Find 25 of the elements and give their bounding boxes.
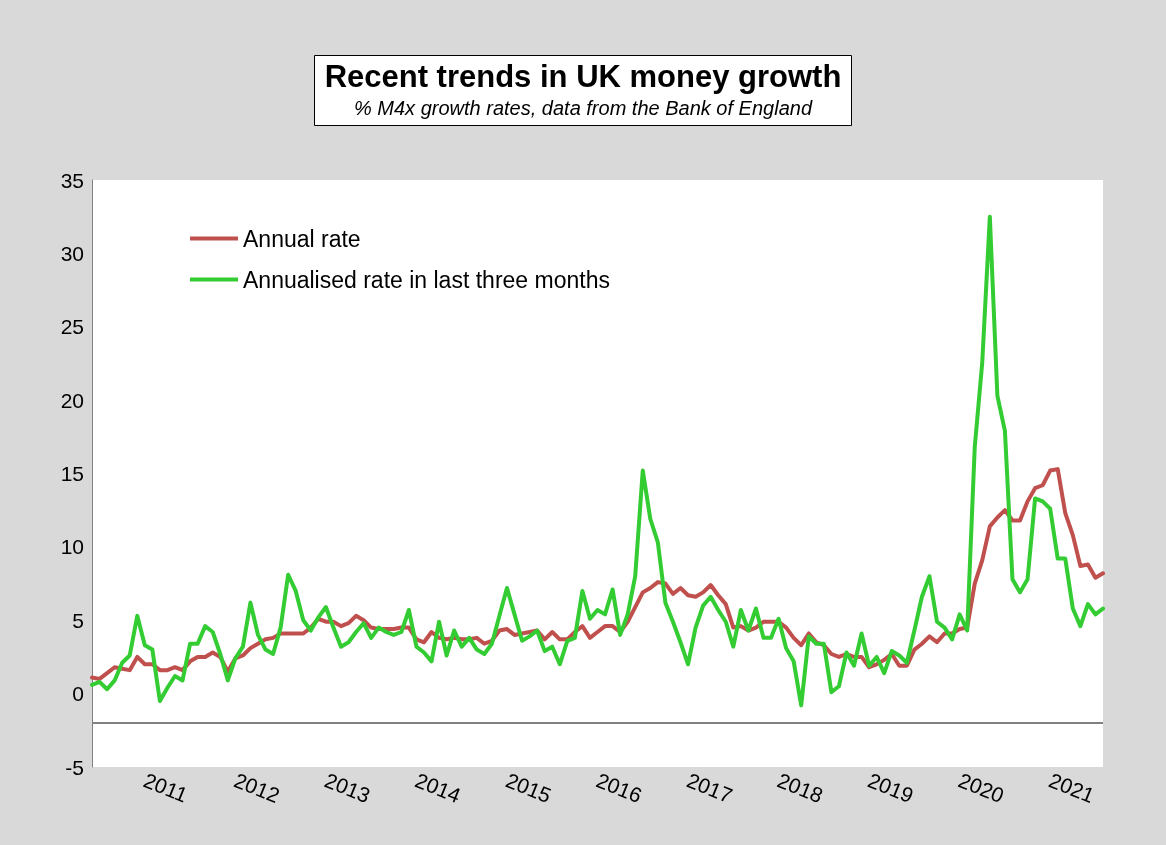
x-tick-label: 2020	[955, 768, 1008, 808]
x-tick-label: 2014	[412, 768, 465, 808]
chart-title: Recent trends in UK money growth	[324, 59, 842, 94]
y-tick-label: 20	[60, 388, 84, 412]
legend-label: Annual rate	[243, 225, 361, 252]
x-tick-label: 2021	[1045, 768, 1098, 808]
x-tick-label: 2019	[864, 768, 917, 808]
x-tick-label: 2018	[774, 768, 827, 808]
legend-label: Annualised rate in last three months	[243, 266, 610, 293]
y-tick-label: 15	[60, 462, 84, 485]
y-tick-label: 30	[60, 241, 84, 265]
line-series	[90, 214, 1105, 708]
x-tick-label: 2011	[140, 768, 191, 807]
y-tick-label: 0	[72, 682, 84, 706]
y-tick-label: 35	[60, 168, 84, 192]
y-tick-label: -5	[65, 755, 84, 779]
y-tick-label: 10	[60, 535, 84, 559]
x-tick-label: 2013	[321, 768, 374, 808]
x-tick-label: 2012	[231, 768, 283, 808]
x-tick-label: 2016	[593, 768, 646, 808]
x-tick-label: 2015	[502, 768, 555, 808]
y-tick-label: 25	[60, 315, 84, 339]
chart-subtitle: % M4x growth rates, data from the Bank of England	[353, 97, 813, 119]
y-tick-label: 5	[72, 608, 84, 632]
x-tick-label: 2017	[683, 768, 736, 808]
